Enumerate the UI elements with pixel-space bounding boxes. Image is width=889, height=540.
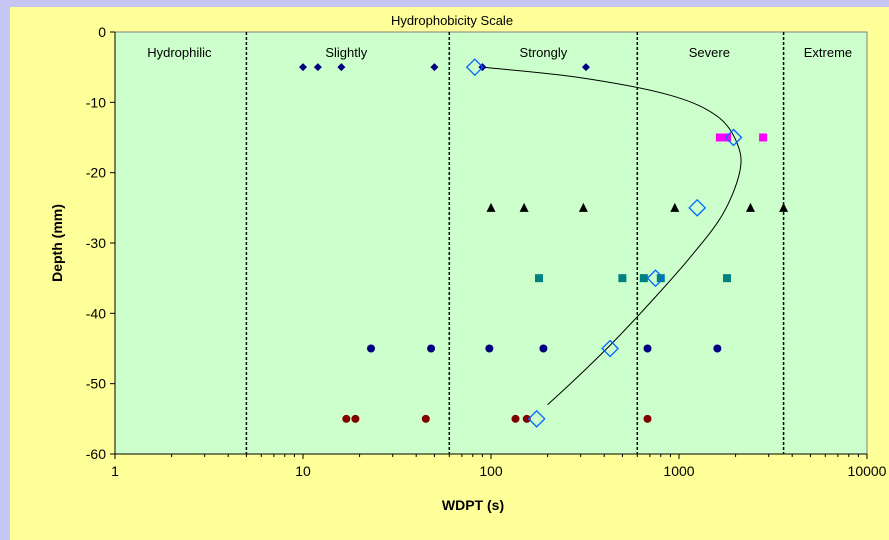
data-point-square xyxy=(722,133,731,142)
y-tick-label: 0 xyxy=(98,24,106,40)
mean-point-diamond xyxy=(601,339,620,358)
data-point-circle xyxy=(485,344,494,353)
data-point-square xyxy=(722,274,731,283)
chart-title: Hydrophobicity Scale xyxy=(391,13,513,28)
data-point-circle xyxy=(427,344,436,353)
band-label-strongly: Strongly xyxy=(520,45,568,60)
data-point-square xyxy=(759,133,768,142)
x-tick-label: 10 xyxy=(295,463,311,479)
data-point-triangle xyxy=(578,202,588,212)
data-point-circle xyxy=(643,344,652,353)
data-point-square xyxy=(639,274,648,283)
data-point-triangle xyxy=(779,202,789,212)
plot-area xyxy=(114,31,868,455)
y-tick-label: -10 xyxy=(86,94,106,110)
band-label-extreme: Extreme xyxy=(804,45,852,60)
data-point-circle xyxy=(713,344,722,353)
band-label-hydrophilic: Hydrophilic xyxy=(147,45,212,60)
mean-point-diamond xyxy=(465,58,484,77)
data-point-diamond xyxy=(337,63,346,72)
data-point-square xyxy=(656,274,665,283)
x-tick-label: 1 xyxy=(111,463,119,479)
x-tick-label: 1000 xyxy=(663,463,694,479)
y-tick-label: -50 xyxy=(86,376,106,392)
y-tick-label: -60 xyxy=(86,446,106,462)
y-tick-label: -30 xyxy=(86,235,106,251)
data-point-diamond xyxy=(581,63,590,72)
mean-point-diamond xyxy=(688,198,707,217)
x-tick-label: 100 xyxy=(479,463,503,479)
data-point-triangle xyxy=(670,202,680,212)
x-tick-label: 10000 xyxy=(848,463,887,479)
mean-point-diamond xyxy=(527,409,546,428)
data-point-triangle xyxy=(519,202,529,212)
data-point-square xyxy=(715,133,724,142)
data-point-circle xyxy=(367,344,376,353)
data-point-diamond xyxy=(430,63,439,72)
y-tick-label: -20 xyxy=(86,165,106,181)
data-point-circle xyxy=(522,414,531,423)
band-label-slightly: Slightly xyxy=(325,45,367,60)
data-point-square xyxy=(534,274,543,283)
data-point-circle xyxy=(342,414,351,423)
y-axis-title: Depth (mm) xyxy=(49,204,65,282)
y-tick-label: -40 xyxy=(86,305,106,321)
data-point-circle xyxy=(643,414,652,423)
data-point-triangle xyxy=(486,202,496,212)
mean-point-diamond xyxy=(646,269,665,288)
data-point-diamond xyxy=(299,63,307,72)
data-point-triangle xyxy=(745,202,755,212)
data-point-circle xyxy=(421,414,430,423)
data-point-square xyxy=(618,274,627,283)
x-axis-title: WDPT (s) xyxy=(442,497,504,513)
data-point-circle xyxy=(511,414,520,423)
data-point-diamond xyxy=(313,63,322,72)
band-label-severe: Severe xyxy=(689,45,730,60)
fit-curve xyxy=(482,66,742,406)
data-point-circle xyxy=(539,344,548,353)
data-point-circle xyxy=(351,414,360,423)
mean-point-diamond xyxy=(724,128,743,147)
